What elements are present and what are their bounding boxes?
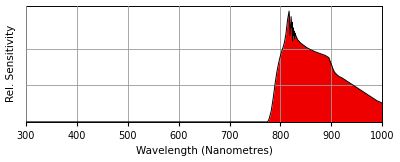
Y-axis label: Rel. Sensitivity: Rel. Sensitivity [6,25,16,102]
X-axis label: Wavelength (Nanometres): Wavelength (Nanometres) [136,146,272,156]
